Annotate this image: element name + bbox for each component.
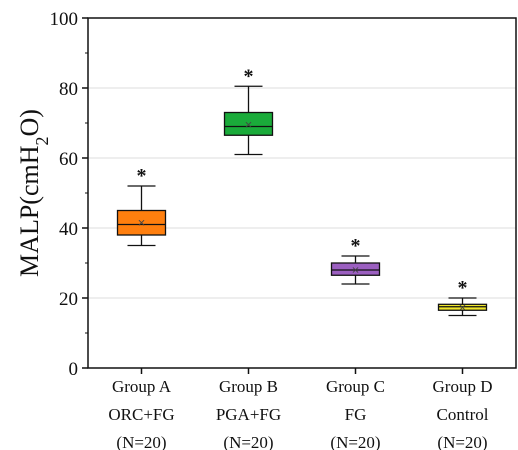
y-tick-label: 100 [50,9,79,30]
significance-marker: * [351,235,361,257]
x-category-label: FG [345,405,367,424]
gridlines [88,87,516,299]
x-category-label: (N=20) [437,433,487,450]
y-tick-label: 60 [59,149,78,170]
box-group: * [330,235,381,285]
x-category-label: Group B [219,377,278,396]
mean-marker [245,121,252,128]
y-tick-label: 40 [59,219,78,240]
y-tick-label: 80 [59,79,78,100]
mean-marker [459,304,466,311]
significance-marker: * [244,65,254,87]
box-group: * [116,165,167,247]
x-axis: Group A ORC+FG (N=20) Group B PGA+FG (N=20) Gr… [108,368,492,450]
y-tick-label: 0 [69,359,79,380]
mean-marker [138,219,145,226]
x-category-label: PGA+FG [216,405,281,424]
x-category-label: ORC+FG [108,405,174,424]
box [330,262,381,276]
box-series: * * * * [116,65,488,317]
x-category-label: Group A [112,377,172,396]
x-category-label: Group D [433,377,493,396]
y-axis-title: MALP(cmH2O) [15,109,52,277]
box-group: * [223,65,274,156]
x-category-label: (N=20) [116,433,166,450]
box [223,111,274,136]
x-category-label: (N=20) [223,433,273,450]
box-group: * [437,277,488,317]
y-axis: 0 20 40 60 80 100 [50,9,88,380]
x-category-label: Control [437,405,489,424]
y-tick-label: 20 [59,289,78,310]
x-category-label: (N=20) [330,433,380,450]
x-category-label: Group C [326,377,385,396]
significance-marker: * [137,165,147,187]
significance-marker: * [458,277,468,299]
mean-marker [352,267,359,273]
